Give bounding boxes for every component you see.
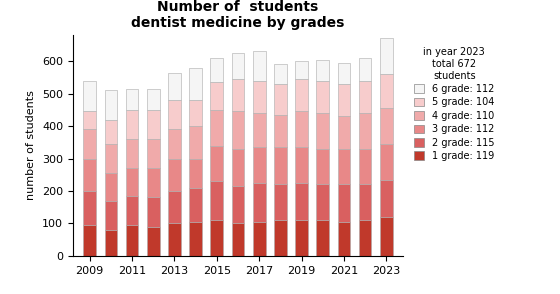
Bar [211,58,223,82]
Bar [126,89,138,110]
Bar [274,147,287,184]
Bar [83,129,96,158]
Bar [126,110,138,139]
Bar [105,173,117,201]
Bar [211,82,223,110]
Bar [147,168,160,197]
Bar [147,227,160,256]
Bar [316,113,329,149]
Bar [359,113,371,149]
Bar [189,100,202,126]
Y-axis label: number of students: number of students [26,91,36,201]
Bar [338,222,350,256]
Bar [232,186,244,223]
Bar [83,81,96,111]
Title: Number of  students
dentist medicine by grades: Number of students dentist medicine by g… [131,0,345,30]
Bar [359,81,371,113]
Bar [295,220,308,256]
Bar [338,149,350,184]
Bar [295,79,308,111]
Bar [253,81,265,113]
Bar [253,147,265,183]
Bar [232,223,244,256]
Bar [274,184,287,220]
Bar [316,60,329,81]
Bar [338,184,350,222]
Bar [147,89,160,110]
Bar [232,149,244,186]
Bar [147,197,160,227]
Bar [253,113,265,147]
Bar [83,225,96,256]
Bar [359,58,371,81]
Bar [105,144,117,173]
Bar [147,110,160,139]
Bar [253,51,265,81]
Bar [380,180,393,217]
Bar [126,225,138,256]
Bar [274,84,287,115]
Bar [380,74,393,108]
Bar [316,184,329,220]
Bar [295,147,308,183]
Bar [189,188,202,222]
Legend: 6 grade: 112, 5 grade: 104, 4 grade: 110, 3 grade: 112, 2 grade: 115, 1 grade: 1: 6 grade: 112, 5 grade: 104, 4 grade: 110… [412,45,497,164]
Bar [168,158,181,191]
Bar [274,220,287,256]
Bar [338,116,350,149]
Bar [338,84,350,116]
Bar [380,217,393,256]
Bar [168,223,181,256]
Bar [232,111,244,149]
Bar [274,115,287,147]
Bar [316,149,329,184]
Bar [253,183,265,222]
Bar [105,230,117,256]
Bar [168,129,181,158]
Bar [359,149,371,184]
Bar [83,158,96,191]
Bar [189,68,202,100]
Bar [168,100,181,129]
Bar [126,196,138,225]
Bar [189,158,202,188]
Bar [232,53,244,79]
Bar [295,183,308,220]
Bar [380,108,393,143]
Bar [105,91,117,120]
Bar [126,168,138,196]
Bar [274,64,287,84]
Bar [253,222,265,256]
Bar [359,220,371,256]
Bar [105,201,117,230]
Bar [211,220,223,256]
Bar [147,139,160,168]
Bar [359,184,371,220]
Bar [338,63,350,84]
Bar [295,111,308,147]
Bar [380,38,393,74]
Bar [211,146,223,181]
Bar [189,222,202,256]
Bar [316,220,329,256]
Bar [380,143,393,180]
Bar [232,79,244,111]
Bar [83,191,96,225]
Bar [211,110,223,146]
Bar [316,81,329,113]
Bar [168,191,181,223]
Bar [126,139,138,168]
Bar [105,120,117,144]
Bar [211,181,223,220]
Bar [189,126,202,158]
Bar [295,61,308,79]
Bar [83,111,96,129]
Bar [168,73,181,100]
